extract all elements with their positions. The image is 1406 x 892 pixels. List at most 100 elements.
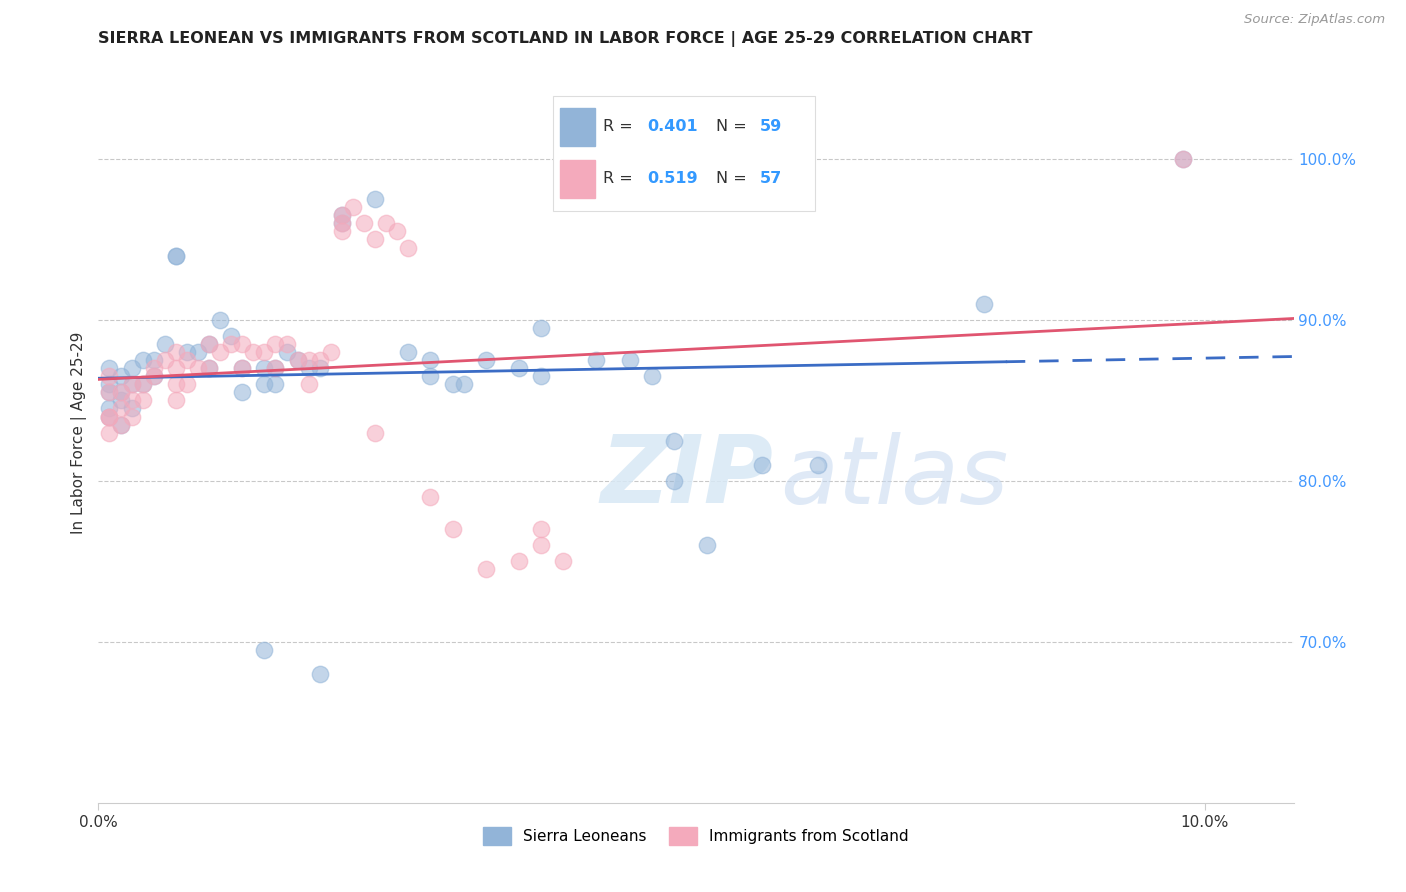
Point — [973, 297, 995, 311]
Point — [530, 522, 553, 536]
Point — [553, 554, 575, 568]
Point — [264, 361, 287, 376]
Point — [231, 361, 253, 376]
Point — [807, 458, 830, 472]
Point — [121, 377, 143, 392]
Point — [287, 353, 309, 368]
Point — [98, 385, 121, 400]
Point — [530, 538, 553, 552]
Point — [121, 377, 143, 392]
Point — [364, 425, 387, 440]
Point — [219, 329, 242, 343]
Point — [231, 361, 253, 376]
Point — [198, 361, 221, 376]
Point — [264, 337, 287, 351]
Point — [110, 369, 132, 384]
Point — [98, 409, 121, 424]
Point — [264, 361, 287, 376]
Point — [165, 377, 187, 392]
Point — [751, 458, 773, 472]
Point — [342, 200, 364, 214]
Point — [353, 216, 375, 230]
Point — [121, 401, 143, 416]
Point — [231, 337, 253, 351]
Point — [98, 409, 121, 424]
Point — [330, 216, 353, 230]
Point — [330, 216, 353, 230]
Y-axis label: In Labor Force | Age 25-29: In Labor Force | Age 25-29 — [72, 332, 87, 533]
Point — [298, 377, 321, 392]
Point — [242, 345, 264, 359]
Point — [131, 353, 153, 368]
Point — [453, 377, 475, 392]
Point — [308, 361, 330, 376]
Text: ZIP: ZIP — [600, 431, 773, 523]
Point — [419, 369, 441, 384]
Point — [198, 361, 221, 376]
Point — [641, 369, 664, 384]
Point — [287, 353, 309, 368]
Point — [441, 377, 464, 392]
Point — [330, 208, 353, 222]
Point — [696, 538, 718, 552]
Text: SIERRA LEONEAN VS IMMIGRANTS FROM SCOTLAND IN LABOR FORCE | AGE 25-29 CORRELATIO: SIERRA LEONEAN VS IMMIGRANTS FROM SCOTLA… — [98, 31, 1033, 47]
Point — [98, 409, 121, 424]
Point — [264, 377, 287, 392]
Point — [396, 241, 419, 255]
Point — [98, 361, 121, 376]
Point — [396, 345, 419, 359]
Point — [165, 393, 187, 408]
Point — [231, 385, 253, 400]
Point — [1171, 152, 1194, 166]
Text: atlas: atlas — [779, 432, 1008, 523]
Point — [110, 385, 132, 400]
Point — [662, 434, 685, 448]
Point — [375, 216, 398, 230]
Point — [253, 377, 276, 392]
Point — [364, 232, 387, 246]
Point — [110, 401, 132, 416]
Point — [364, 192, 387, 206]
Point — [474, 353, 496, 368]
Point — [209, 345, 232, 359]
Point — [142, 369, 165, 384]
Point — [1171, 152, 1194, 166]
Point — [253, 643, 276, 657]
Point — [110, 385, 132, 400]
Point — [276, 337, 298, 351]
Point — [319, 345, 342, 359]
Point — [165, 345, 187, 359]
Point — [530, 369, 553, 384]
Point — [198, 337, 221, 351]
Point — [176, 345, 198, 359]
Point — [419, 490, 441, 504]
Point — [508, 554, 530, 568]
Point — [165, 249, 187, 263]
Point — [131, 377, 153, 392]
Point — [142, 369, 165, 384]
Point — [308, 353, 330, 368]
Point — [330, 224, 353, 238]
Point — [619, 353, 641, 368]
Point — [253, 361, 276, 376]
Point — [142, 353, 165, 368]
Point — [187, 361, 209, 376]
Point — [530, 321, 553, 335]
Point — [198, 337, 221, 351]
Point — [98, 425, 121, 440]
Point — [131, 377, 153, 392]
Point — [219, 337, 242, 351]
Point — [98, 369, 121, 384]
Point — [176, 377, 198, 392]
Point — [209, 313, 232, 327]
Legend: Sierra Leoneans, Immigrants from Scotland: Sierra Leoneans, Immigrants from Scotlan… — [477, 821, 915, 851]
Point — [298, 361, 321, 376]
Point — [474, 562, 496, 576]
Point — [121, 409, 143, 424]
Point — [176, 353, 198, 368]
Point — [298, 353, 321, 368]
Point — [98, 377, 121, 392]
Point — [385, 224, 409, 238]
Point — [508, 361, 530, 376]
Point — [253, 345, 276, 359]
